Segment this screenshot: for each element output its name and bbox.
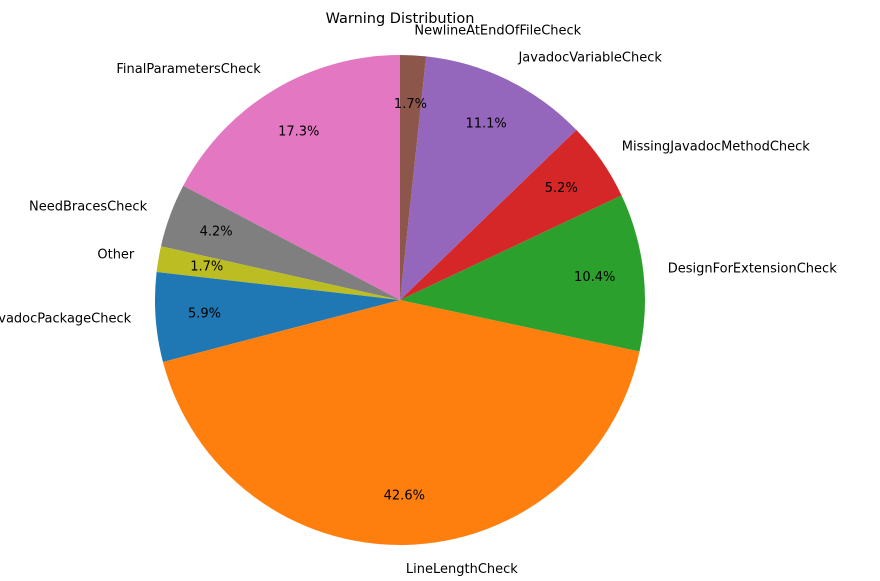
pie-slice-need-braces-check [160,185,400,300]
slice-percent-other: 1.7% [190,260,223,275]
slice-label-javadoc-package-check: JavadocPackageCheck [0,312,132,327]
slice-label-line-length-check: LineLengthCheck [406,562,518,577]
slice-percent-missing-javadoc-method-check: 5.2% [545,181,578,196]
slice-percent-need-braces-check: 4.2% [200,225,233,240]
slice-label-final-parameters-check: FinalParametersCheck [116,62,261,77]
slice-percent-javadoc-variable-check: 11.1% [465,116,506,131]
slice-percent-final-parameters-check: 17.3% [278,125,319,140]
slice-percent-newline-at-end-of-file-check: 1.7% [394,97,427,112]
slice-label-missing-javadoc-method-check: MissingJavadocMethodCheck [622,139,811,154]
pie-slice-newline-at-end-of-file-check [400,55,427,300]
pie-slice-line-length-check [162,300,640,545]
slice-percent-design-for-extension-check: 10.4% [574,270,615,285]
slice-label-need-braces-check: NeedBracesCheck [29,199,148,214]
chart-title: Warning Distribution [326,11,475,27]
pie-slice-final-parameters-check [183,55,400,300]
slice-percent-javadoc-package-check: 5.9% [188,306,221,321]
pie-slice-javadoc-package-check [155,271,400,362]
pie-slice-design-for-extension-check [400,195,645,352]
slice-label-javadoc-variable-check: JavadocVariableCheck [517,50,662,65]
slice-label-design-for-extension-check: DesignForExtensionCheck [668,262,837,277]
pie-slice-javadoc-variable-check [400,56,577,300]
slice-label-other: Other [97,247,135,262]
pie-slice-other [156,246,400,300]
slice-percent-line-length-check: 42.6% [384,488,425,503]
slice-label-newline-at-end-of-file-check: NewlineAtEndOfFileCheck [414,23,581,38]
pie-slice-missing-javadoc-method-check [400,129,622,300]
